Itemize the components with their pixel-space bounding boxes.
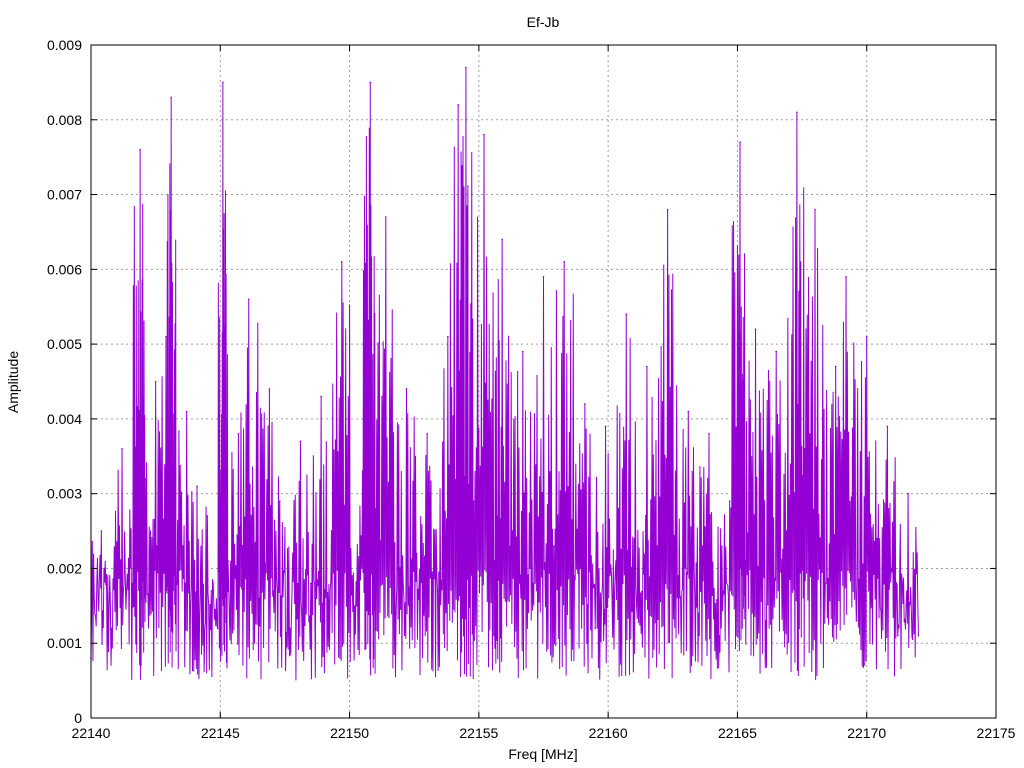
chart-title: Ef-Jb bbox=[527, 14, 560, 30]
y-tick-label: 0.005 bbox=[47, 336, 82, 352]
y-tick-label: 0 bbox=[74, 710, 82, 726]
grid bbox=[91, 45, 996, 718]
series-line bbox=[90, 67, 919, 681]
y-tick-label: 0.002 bbox=[47, 560, 82, 576]
ticks: 22140 22145 22150 22155 22160 22165 22170 22175… bbox=[47, 37, 1016, 741]
x-tick-label: 22145 bbox=[201, 725, 240, 741]
y-tick-label: 0.003 bbox=[47, 486, 82, 502]
x-tick-label: 22155 bbox=[459, 725, 498, 741]
y-tick-label: 0.009 bbox=[47, 37, 82, 53]
x-tick-label: 22160 bbox=[589, 725, 628, 741]
y-tick-label: 0.008 bbox=[47, 112, 82, 128]
y-tick-label: 0.004 bbox=[47, 411, 82, 427]
plot-frame bbox=[90, 44, 997, 719]
x-tick-label: 22170 bbox=[847, 725, 886, 741]
series-layer bbox=[90, 66, 920, 681]
y-tick-label: 0.006 bbox=[47, 261, 82, 277]
y-axis-label: Amplitude bbox=[5, 351, 21, 413]
x-tick-label: 22150 bbox=[330, 725, 369, 741]
x-tick-label: 22175 bbox=[977, 725, 1016, 741]
x-tick-label: 22165 bbox=[718, 725, 757, 741]
x-tick-label: 22140 bbox=[72, 725, 111, 741]
x-axis-label: Freq [MHz] bbox=[508, 746, 577, 762]
y-tick-label: 0.001 bbox=[47, 635, 82, 651]
y-tick-label: 0.007 bbox=[47, 187, 82, 203]
